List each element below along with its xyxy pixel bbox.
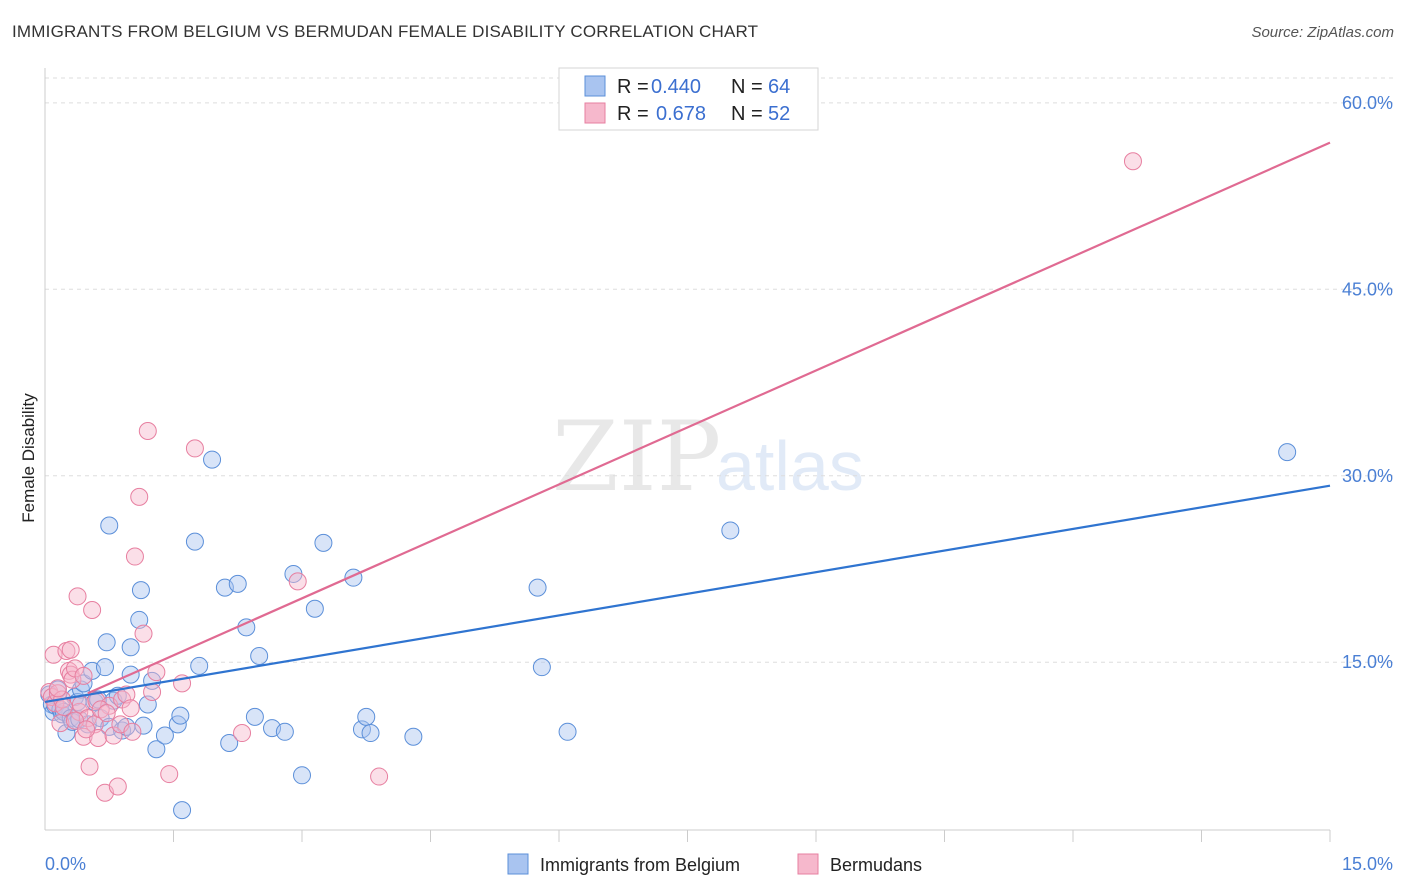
belgium-point-57 — [361, 724, 380, 743]
belgium-point-53 — [314, 533, 333, 552]
belgium-point-41 — [203, 450, 222, 469]
bottom-legend-swatch-pink — [797, 853, 819, 875]
bermudans-point-17 — [80, 757, 99, 776]
watermark-zip: ZIP — [552, 401, 721, 513]
series-bermudans-points — [40, 152, 1142, 802]
bermudans-point-28 — [117, 685, 136, 704]
legend-n-value-blue: 64 — [768, 76, 790, 98]
source-label: Source: ZipAtlas.com — [1251, 24, 1394, 41]
y-tick-label-3: 60.0% — [1342, 93, 1393, 113]
bermudans-point-36 — [160, 765, 179, 784]
belgium-trend-line — [44, 484, 1331, 704]
legend-r-value-blue: 0.440 — [651, 76, 701, 98]
bermudans-point-49 — [123, 722, 142, 741]
bermudans-point-33 — [138, 422, 157, 441]
chart-title: IMMIGRANTS FROM BELGIUM VS BERMUDAN FEMA… — [12, 22, 759, 41]
watermark-atlas: atlas — [716, 427, 864, 505]
bermudans-point-18 — [83, 600, 102, 619]
belgium-point-64 — [100, 516, 119, 535]
belgium-point-38 — [173, 801, 192, 820]
belgium-point-52 — [305, 599, 324, 618]
bermudans-point-30 — [125, 547, 144, 566]
legend-r-value-pink: 0.678 — [656, 103, 706, 125]
belgium-point-47 — [250, 646, 269, 665]
belgium-point-35 — [155, 726, 174, 745]
bermudans-point-29 — [121, 699, 140, 718]
y-axis-label: Female Disability — [19, 393, 38, 523]
belgium-point-39 — [185, 532, 204, 551]
bermudans-point-41 — [370, 767, 389, 786]
bermudans-point-43 — [48, 679, 67, 698]
belgium-point-65 — [121, 638, 140, 657]
belgium-point-46 — [245, 707, 264, 726]
bottom-legend-label-pink: Bermudans — [830, 855, 922, 875]
belgium-point-43 — [220, 733, 239, 752]
trend-lines — [44, 141, 1331, 704]
bermudans-point-34 — [143, 683, 162, 702]
belgium-point-21 — [95, 658, 114, 677]
bermudans-point-42 — [1123, 152, 1142, 171]
legend-swatch-blue — [584, 75, 606, 97]
bermudans-point-25 — [108, 777, 127, 796]
belgium-point-63 — [1278, 443, 1297, 462]
bermudans-trend-line — [87, 141, 1331, 695]
watermark: ZIP atlas — [552, 401, 864, 513]
bottom-legend-label-blue: Immigrants from Belgium — [540, 855, 740, 875]
bermudans-point-50 — [61, 640, 80, 659]
belgium-point-22 — [97, 633, 116, 652]
bermudans-point-12 — [68, 587, 87, 606]
x-tick-label-0: 0.0% — [45, 854, 86, 874]
bermudans-point-39 — [233, 724, 252, 743]
tick-labels: 15.0% 30.0% 45.0% 60.0% 0.0% 15.0% — [45, 93, 1393, 874]
belgium-point-8 — [57, 724, 76, 743]
bermudans-point-48 — [97, 704, 116, 723]
y-tick-label-2: 45.0% — [1342, 279, 1393, 299]
bermudans-point-10 — [63, 670, 82, 689]
bermudans-point-15 — [74, 727, 93, 746]
belgium-point-49 — [275, 722, 294, 741]
bottom-legend-swatch-blue — [507, 853, 529, 875]
x-tick-label-1: 15.0% — [1342, 854, 1393, 874]
belgium-point-34 — [147, 740, 166, 759]
legend-n-label-blue: N = — [731, 76, 763, 98]
belgium-point-44 — [228, 574, 247, 593]
belgium-point-31 — [134, 716, 153, 735]
bottom-legend: Immigrants from Belgium Bermudans — [507, 853, 922, 875]
bermudans-point-24 — [104, 726, 123, 745]
y-tick-label-0: 15.0% — [1342, 652, 1393, 672]
belgium-point-15 — [74, 674, 93, 693]
top-legend: R = 0.440 N = 64 R = 0.678 N = 52 — [558, 67, 819, 131]
belgium-point-30 — [131, 581, 150, 600]
bermudans-point-38 — [185, 439, 204, 458]
legend-n-label-pink: N = — [731, 103, 763, 125]
belgium-point-37 — [171, 706, 190, 725]
gridlines — [45, 77, 1395, 663]
bermudans-point-46 — [77, 720, 96, 739]
belgium-point-62 — [721, 521, 740, 540]
belgium-point-29 — [130, 610, 149, 629]
belgium-point-40 — [190, 656, 209, 675]
bermudans-point-31 — [130, 487, 149, 506]
legend-n-value-pink: 52 — [768, 103, 790, 125]
belgium-point-61 — [558, 722, 577, 741]
legend-swatch-pink — [584, 102, 606, 124]
belgium-point-59 — [528, 578, 547, 597]
belgium-point-60 — [532, 658, 551, 677]
legend-r-label-blue: R = — [617, 76, 649, 98]
axes — [44, 68, 1331, 842]
belgium-point-58 — [404, 727, 423, 746]
bermudans-point-44 — [54, 697, 73, 716]
y-tick-label-1: 30.0% — [1342, 466, 1393, 486]
legend-r-label-pink: R = — [617, 103, 649, 125]
bermudans-point-51 — [74, 666, 93, 685]
belgium-point-51 — [293, 766, 311, 785]
belgium-point-56 — [357, 707, 376, 726]
bermudans-point-40 — [288, 572, 307, 591]
bermudans-point-32 — [134, 624, 153, 643]
